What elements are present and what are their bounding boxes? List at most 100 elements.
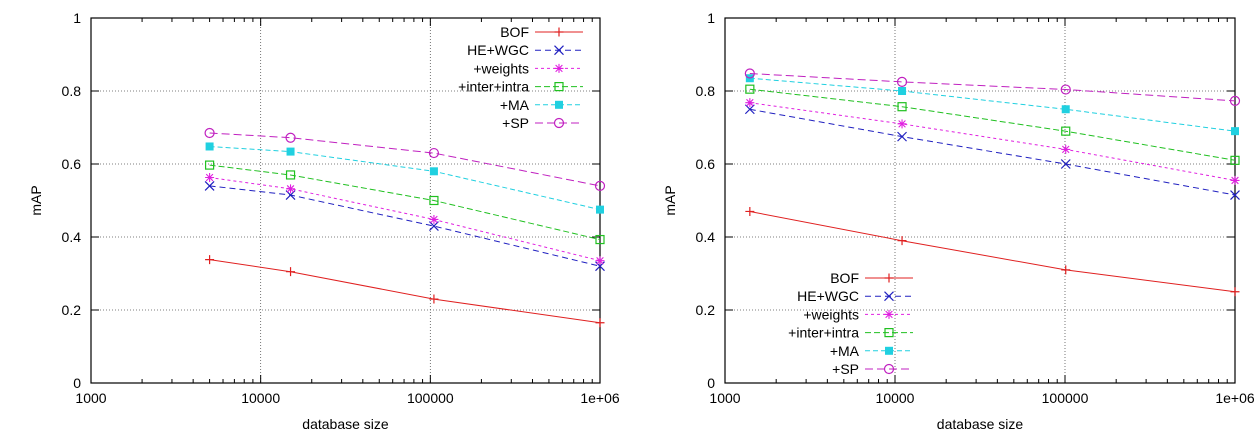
- legend-marker: [553, 117, 565, 129]
- data-point: [898, 87, 907, 95]
- legend-marker: [884, 273, 894, 283]
- x-tick-label: 10000: [876, 390, 915, 406]
- y-tick-label: 0.2: [696, 302, 716, 318]
- data-point: [429, 214, 439, 224]
- y-tick-label: 0: [707, 375, 715, 391]
- legend-marker: [885, 346, 893, 355]
- series-HE+WGC: [744, 104, 1240, 200]
- data-point: [897, 102, 907, 112]
- data-point: [595, 318, 605, 328]
- series-line: [749, 88, 1236, 161]
- legend: BOF HE+WGC +weights +inter+intra +MA +SP: [788, 270, 913, 377]
- data-point: [286, 267, 296, 277]
- series-line: [749, 108, 1236, 196]
- x-tick-label: 1000: [75, 390, 106, 406]
- data-point: [205, 255, 215, 265]
- legend-label: +MA: [500, 97, 530, 113]
- data-point: [1230, 287, 1240, 297]
- data-point: [204, 160, 215, 170]
- series-+MA: [745, 74, 1239, 136]
- series-HE+WGC: [204, 180, 605, 272]
- legend-label: +SP: [502, 115, 529, 131]
- data-point: [1230, 190, 1240, 200]
- legend-marker: [884, 328, 894, 338]
- series-line: [749, 73, 1236, 102]
- legend-marker: [884, 309, 894, 319]
- legend-label: +SP: [832, 361, 859, 377]
- x-tick-label: 100000: [407, 390, 454, 406]
- legend-label: +weights: [803, 306, 859, 322]
- data-point: [286, 147, 295, 156]
- series-+inter+intra: [204, 160, 605, 245]
- data-point: [1230, 155, 1240, 165]
- series-+inter+intra: [745, 84, 1240, 165]
- data-point: [595, 256, 605, 266]
- series-line: [209, 164, 601, 241]
- legend-marker: [883, 363, 895, 375]
- series-line: [209, 132, 601, 187]
- y-tick-label: 0.8: [62, 83, 82, 99]
- series-line: [749, 211, 1236, 293]
- y-tick-label: 0.2: [62, 302, 82, 318]
- data-point: [205, 173, 215, 183]
- data-point: [1061, 126, 1071, 136]
- x-axis-label: database size: [302, 416, 389, 432]
- data-point: [1060, 84, 1071, 95]
- y-axis-label: mAP: [28, 185, 44, 215]
- x-tick-label: 1e+06: [1215, 390, 1255, 406]
- legend-label: BOF: [830, 270, 859, 286]
- series-BOF: [205, 255, 605, 328]
- data-point: [1230, 175, 1240, 185]
- y-axis-label: mAP: [662, 185, 678, 215]
- chart-2: 1000 10000 100000 1e+06 0 0.2 0.4 0.6 0.8 1 databa…: [662, 10, 1255, 432]
- x-tick-label: 1e+06: [580, 390, 620, 406]
- series-+weights: [205, 173, 605, 266]
- legend-label: HE+WGC: [467, 42, 529, 58]
- plot-frame: [724, 17, 1236, 384]
- data-point: [596, 205, 604, 214]
- data-point: [205, 142, 214, 151]
- chart-1: 1000 10000 100000 1e+06 0 0.2 0.4 0.6 0.8 1 databa…: [28, 10, 620, 432]
- data-point: [1229, 95, 1241, 106]
- data-point: [204, 127, 215, 139]
- data-point: [285, 132, 296, 143]
- legend-marker: [554, 45, 564, 56]
- legend-marker: [555, 100, 563, 109]
- y-tick-label: 1: [707, 10, 715, 26]
- legend-label: +inter+intra: [788, 325, 859, 341]
- series-BOF: [745, 206, 1240, 297]
- legend-marker: [884, 291, 894, 302]
- data-point: [1231, 127, 1239, 136]
- data-point: [1061, 105, 1070, 114]
- data-point: [428, 147, 440, 159]
- series-+weights: [745, 98, 1240, 185]
- series-line: [209, 146, 601, 211]
- legend-label: +weights: [473, 60, 529, 76]
- y-tick-label: 0.6: [696, 156, 716, 172]
- legend-marker: [554, 63, 564, 73]
- legend-label: HE+WGC: [797, 288, 859, 304]
- data-point: [1061, 144, 1071, 154]
- series-+SP: [204, 127, 606, 191]
- data-point: [594, 180, 606, 191]
- y-tick-label: 0.4: [62, 229, 82, 245]
- legend: BOF HE+WGC +weights +inter+intra +MA +SP: [458, 24, 583, 131]
- x-tick-label: 1000: [709, 390, 740, 406]
- data-point: [286, 184, 296, 194]
- data-point: [897, 131, 907, 142]
- data-point: [429, 195, 439, 206]
- x-tick-label: 100000: [1042, 390, 1089, 406]
- y-tick-label: 0.8: [696, 83, 716, 99]
- data-point: [595, 234, 605, 245]
- series-+SP: [744, 68, 1241, 106]
- data-point: [745, 206, 755, 216]
- x-axis-label: database size: [937, 416, 1024, 432]
- data-point: [744, 68, 755, 79]
- legend-label: BOF: [500, 24, 529, 40]
- y-tick-label: 0: [73, 375, 81, 391]
- series-line: [209, 259, 601, 324]
- plot-frame: [90, 17, 601, 384]
- legend-label: +inter+intra: [458, 79, 529, 95]
